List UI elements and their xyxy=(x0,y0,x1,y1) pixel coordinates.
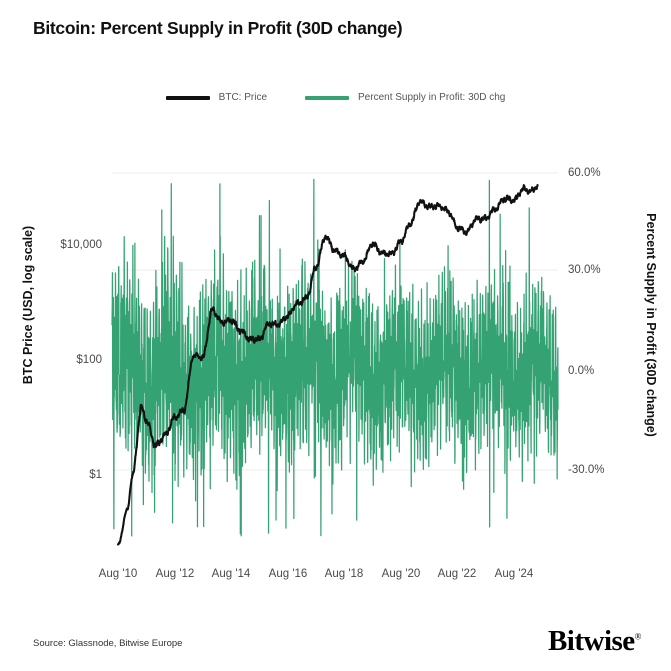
y-axis-left-tick: $10,000 xyxy=(60,239,102,251)
registered-mark-icon: ® xyxy=(634,631,642,642)
x-axis-tick: Aug '22 xyxy=(437,568,477,580)
y-axis-right-tick: 30.0% xyxy=(568,264,601,276)
x-axis-tick: Aug '16 xyxy=(268,568,308,580)
y-axis-right-title: Percent Supply in Profit (30D change) xyxy=(644,213,658,437)
y-axis-right-tick: 0.0% xyxy=(568,365,595,377)
x-axis-tick: Aug '12 xyxy=(155,568,195,580)
supply-line xyxy=(111,178,559,537)
x-axis-tick: Aug '18 xyxy=(324,568,364,580)
series-percent-supply-in-profit xyxy=(111,178,559,537)
source-note: Source: Glassnode, Bitwise Europe xyxy=(33,638,183,649)
legend-label: BTC: Price xyxy=(218,92,268,103)
y-axis-left-title: BTC Price (USD, log scale) xyxy=(21,225,35,385)
x-axis-tick: Aug '10 xyxy=(98,568,138,580)
y-axis-left-tick: $100 xyxy=(76,354,102,366)
price-line xyxy=(116,184,539,546)
line-swatch-green-icon xyxy=(305,95,350,100)
series-btc-price xyxy=(116,184,539,546)
brand-logo: Bitwise® xyxy=(547,625,642,658)
legend-item-btc-price: BTC: Price xyxy=(165,92,268,103)
x-axis-tick: Aug '24 xyxy=(494,568,534,580)
line-swatch-black-icon xyxy=(165,95,210,100)
page-title: Bitcoin: Percent Supply in Profit (30D c… xyxy=(33,18,403,38)
brand-name: Bitwise xyxy=(547,625,635,657)
gridlines xyxy=(112,172,558,471)
y-axis-right-tick: -30.0% xyxy=(568,464,605,476)
legend-item-percent-supply-in-profit: Percent Supply in Profit: 30D chg xyxy=(305,92,505,103)
chart-legend: BTC: Price Percent Supply in Profit: 30D… xyxy=(0,92,671,103)
legend-label: Percent Supply in Profit: 30D chg xyxy=(358,92,506,103)
x-axis-tick: Aug '20 xyxy=(381,568,421,580)
x-axis-tick: Aug '14 xyxy=(211,568,251,580)
y-axis-right-tick: 60.0% xyxy=(568,167,601,179)
y-axis-left-tick: $1 xyxy=(89,469,102,481)
